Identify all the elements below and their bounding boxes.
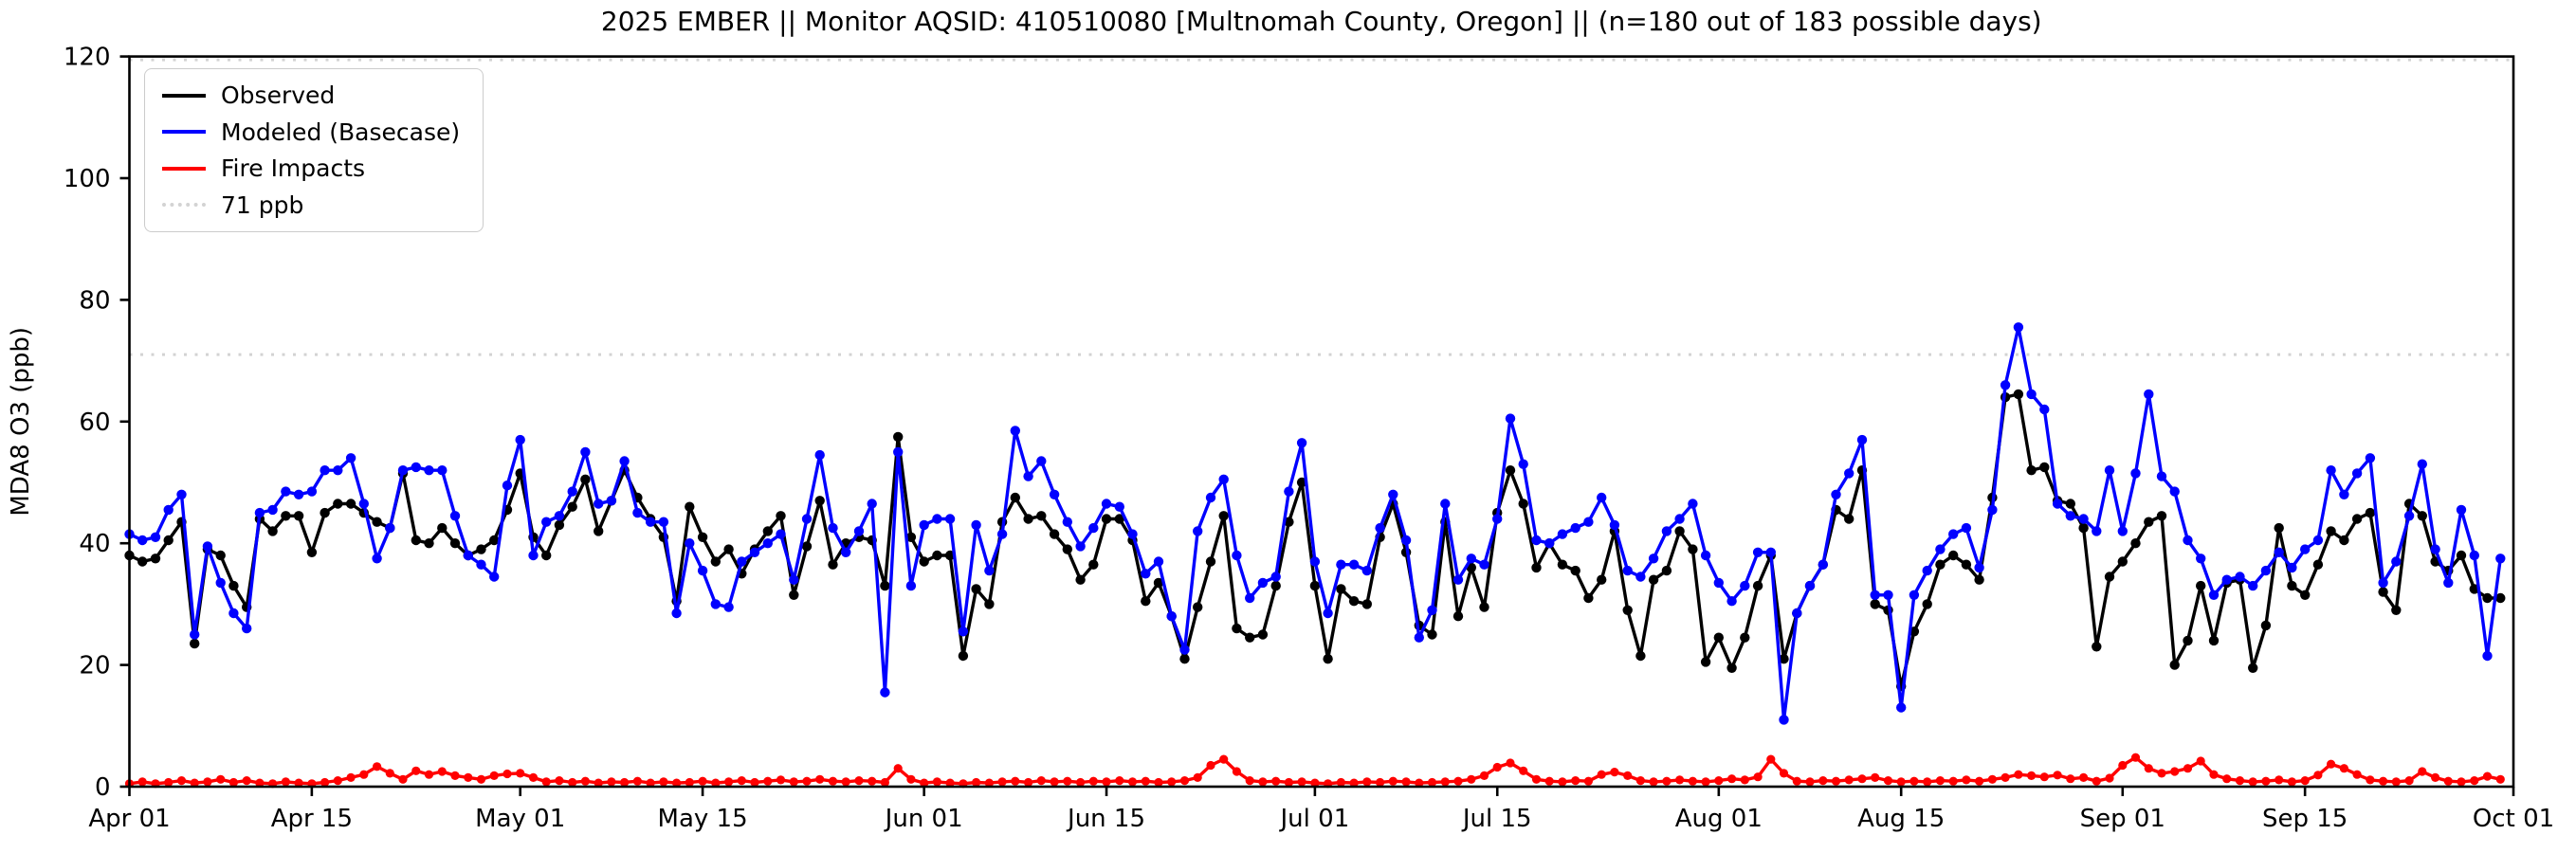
y-tick-label: 0 [95, 773, 111, 802]
y-tick-label: 60 [79, 408, 110, 437]
axes-frame [128, 55, 2515, 789]
x-tick-label: Jun 15 [1066, 805, 1145, 833]
x-tick-label: May 01 [475, 805, 565, 833]
threshold-line-swatch [162, 203, 206, 208]
y-tick-label: 20 [79, 652, 110, 681]
observed-line-swatch [162, 93, 206, 98]
y-tick-label: 80 [79, 286, 110, 315]
series-markers-0 [124, 389, 2506, 692]
y-axis-label: MDA8 O3 (ppb) [7, 327, 35, 517]
x-tick-label: Sep 01 [2080, 805, 2165, 833]
fire-line-swatch [162, 166, 206, 171]
x-tick-label: Sep 15 [2262, 805, 2348, 833]
series-line-0 [128, 392, 2501, 688]
y-tick-label: 120 [64, 44, 111, 72]
legend-item-observed: Observed [162, 82, 460, 109]
legend-item-fire: Fire Impacts [162, 155, 460, 182]
series-markers-1 [124, 322, 2506, 725]
legend-label-threshold: 71 ppb [221, 191, 304, 219]
legend-item-threshold: 71 ppb [162, 191, 460, 219]
legend-label-modeled: Modeled (Basecase) [221, 118, 461, 146]
y-tick-label: 100 [64, 165, 111, 193]
series-markers-2 [124, 753, 2505, 789]
legend-item-modeled: Modeled (Basecase) [162, 118, 461, 146]
x-tick-label: Oct 01 [2473, 805, 2554, 833]
legend: Observed Modeled (Basecase) Fire Impacts… [144, 68, 484, 232]
x-tick-label: Aug 01 [1675, 805, 1763, 833]
legend-label-observed: Observed [221, 82, 336, 109]
x-tick-label: Apr 01 [88, 805, 170, 833]
legend-label-fire: Fire Impacts [221, 154, 366, 182]
y-tick-label: 40 [79, 530, 110, 558]
modeled-line-swatch [162, 130, 206, 135]
x-tick-label: Apr 15 [271, 805, 353, 833]
x-tick-label: Aug 15 [1857, 805, 1945, 833]
x-tick-label: May 15 [658, 805, 748, 833]
x-tick-label: Jul 15 [1461, 805, 1532, 833]
chart-title: 2025 EMBER || Monitor AQSID: 410510080 [… [601, 6, 2042, 37]
x-tick-label: Jun 01 [884, 805, 963, 833]
x-tick-label: Jul 01 [1279, 805, 1350, 833]
